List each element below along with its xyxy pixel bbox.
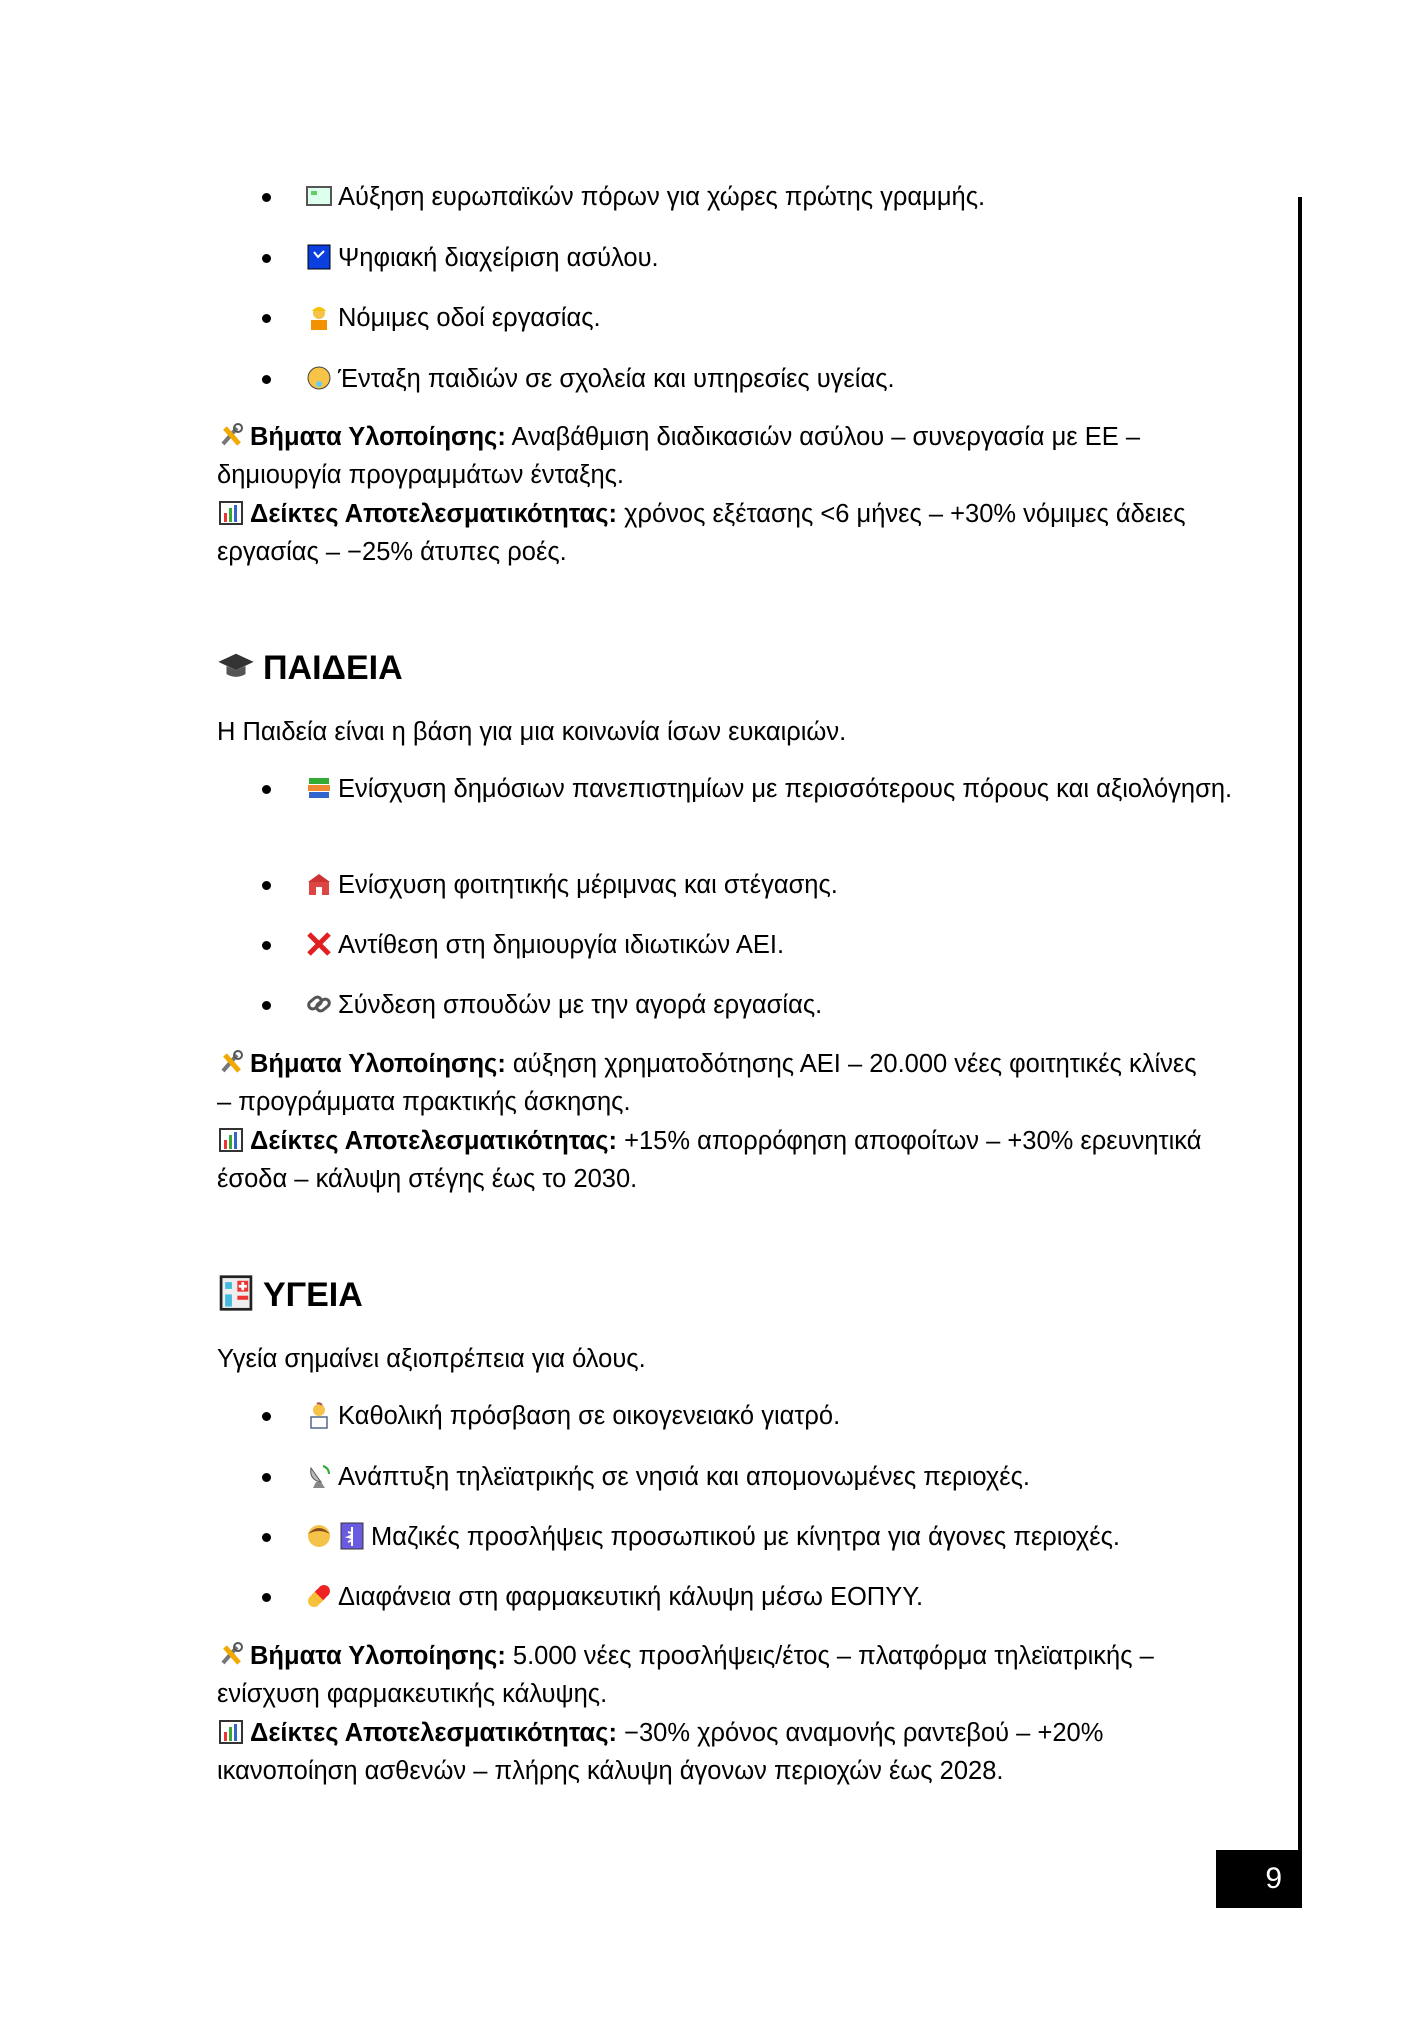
bullet-text: Σύνδεση σπουδών με την αγορά εργασίας.	[338, 991, 823, 1019]
bullet	[262, 193, 271, 202]
implementation-steps: Βήματα Υλοποίησης: 5.000 νέες προσλήψεις…	[217, 1637, 1202, 1713]
list-item: Σύνδεση σπουδών με την αγορά εργασίας.	[258, 986, 1240, 1024]
tools-icon	[217, 422, 245, 450]
bullet-text: Ψηφιακή διαχείριση ασύλου.	[338, 244, 659, 272]
satellite-antenna-icon	[305, 1462, 333, 1490]
list-item: Ενίσχυση φοιτητικής μέριμνας και στέγαση…	[258, 866, 1240, 904]
bullet-text: Μαζικές προσλήψεις προσωπικού με κίνητρα…	[371, 1523, 1121, 1551]
medical-symbol-icon	[338, 1522, 366, 1550]
bullet	[262, 1412, 271, 1421]
worker-icon	[305, 303, 333, 331]
bullet-text: Ενίσχυση φοιτητικής μέριμνας και στέγαση…	[338, 871, 838, 899]
bullet	[262, 1473, 271, 1482]
implementation-steps: Βήματα Υλοποίησης: αύξηση χρηματοδότησης…	[217, 1045, 1202, 1121]
indicators-label: Δείκτες Αποτελεσματικότητας:	[250, 1719, 617, 1747]
steps-label: Βήματα Υλοποίησης:	[250, 1642, 506, 1670]
bullet	[262, 1593, 271, 1602]
tools-icon	[217, 1049, 245, 1077]
bullet	[262, 1001, 271, 1010]
bullet-text: Νόμιμες οδοί εργασίας.	[338, 304, 601, 332]
bullet	[262, 785, 271, 794]
indicators-text: −30% χρόνος αναμονής ραντεβού – +20% ικα…	[217, 1719, 1104, 1785]
bar-chart-icon	[217, 1126, 245, 1154]
list-item: Ένταξη παιδιών σε σχολεία και υπηρεσίες …	[258, 360, 1240, 398]
steps-label: Βήματα Υλοποίησης:	[250, 423, 506, 451]
pill-icon	[305, 1582, 333, 1610]
list-item: Νόμιμες οδοί εργασίας.	[258, 299, 1240, 337]
steps-label: Βήματα Υλοποίησης:	[250, 1050, 506, 1078]
list-item: Ανάπτυξη τηλεϊατρικής σε νησιά και απομο…	[258, 1458, 1240, 1496]
bullet-text: Αύξηση ευρωπαϊκών πόρων για χώρες πρώτης…	[338, 183, 986, 211]
bullet	[262, 254, 271, 263]
steps-text: αύξηση χρηματοδότησης ΑΕΙ – 20.000 νέες …	[217, 1050, 1197, 1116]
indicators-label: Δείκτες Αποτελεσματικότητας:	[250, 1127, 617, 1155]
bullet-text: Καθολική πρόσβαση σε οικογενειακό γιατρό…	[338, 1402, 841, 1430]
bullet	[262, 881, 271, 890]
digital-passport-icon	[305, 243, 333, 271]
boy-icon	[305, 1522, 333, 1550]
section-title-education: ΠΑΙΔΕΙΑ	[217, 646, 403, 690]
map-icon	[305, 182, 333, 210]
list-item: Ενίσχυση δημόσιων πανεπιστημίων με περισ…	[258, 770, 1240, 808]
steps-text: 5.000 νέες προσλήψεις/έτος – πλατφόρμα τ…	[217, 1642, 1154, 1708]
bullet-text: Ενίσχυση δημόσιων πανεπιστημίων με περισ…	[338, 775, 1233, 803]
tools-icon	[217, 1641, 245, 1669]
school-icon	[305, 870, 333, 898]
effectiveness-indicators: Δείκτες Αποτελεσματικότητας: χρόνος εξέτ…	[217, 495, 1202, 571]
page-border-line	[1298, 197, 1302, 1908]
indicators-text: χρόνος εξέτασης <6 μήνες – +30% νόμιμες …	[217, 500, 1186, 566]
section-title-health: ΥΓΕΙΑ	[217, 1273, 363, 1317]
bullet-text: Διαφάνεια στη φαρμακευτική κάλυψη μέσω Ε…	[338, 1583, 924, 1611]
graduation-cap-icon	[217, 647, 255, 685]
hospital-icon	[217, 1274, 255, 1312]
steps-text: Αναβάθμιση διαδικασιών ασύλου – συνεργασ…	[217, 423, 1141, 489]
bar-chart-icon	[217, 1718, 245, 1746]
books-icon	[305, 774, 333, 802]
list-item: Αντίθεση στη δημιουργία ιδιωτικών ΑΕΙ.	[258, 926, 1240, 964]
page-number-box: 9	[1216, 1850, 1302, 1908]
bullet	[262, 1533, 271, 1542]
bar-chart-icon	[217, 499, 245, 527]
page-number: 9	[1265, 1862, 1282, 1895]
list-item: Διαφάνεια στη φαρμακευτική κάλυψη μέσω Ε…	[258, 1578, 1240, 1616]
list-item: Καθολική πρόσβαση σε οικογενειακό γιατρό…	[258, 1397, 1240, 1435]
effectiveness-indicators: Δείκτες Αποτελεσματικότητας: +15% απορρό…	[217, 1122, 1202, 1198]
indicators-text: +15% απορρόφηση αποφοίτων – +30% ερευνητ…	[217, 1127, 1202, 1193]
cross-mark-icon	[305, 930, 333, 958]
list-item: Ψηφιακή διαχείριση ασύλου.	[258, 239, 1240, 277]
effectiveness-indicators: Δείκτες Αποτελεσματικότητας: −30% χρόνος…	[217, 1714, 1202, 1790]
indicators-label: Δείκτες Αποτελεσματικότητας:	[250, 500, 617, 528]
baby-icon	[305, 364, 333, 392]
section-intro: Υγεία σημαίνει αξιοπρέπεια για όλους.	[217, 1345, 646, 1373]
doctor-icon	[305, 1401, 333, 1429]
bullet-text: Ανάπτυξη τηλεϊατρικής σε νησιά και απομο…	[338, 1463, 1030, 1491]
bullet	[262, 941, 271, 950]
bullet-text: Ένταξη παιδιών σε σχολεία και υπηρεσίες …	[338, 365, 895, 393]
list-item: Αύξηση ευρωπαϊκών πόρων για χώρες πρώτης…	[258, 178, 1240, 216]
bullet	[262, 314, 271, 323]
link-icon	[305, 990, 333, 1018]
section-intro: Η Παιδεία είναι η βάση για μια κοινωνία …	[217, 718, 847, 746]
list-item: Μαζικές προσλήψεις προσωπικού με κίνητρα…	[258, 1518, 1240, 1556]
bullet-text: Αντίθεση στη δημιουργία ιδιωτικών ΑΕΙ.	[338, 931, 785, 959]
bullet	[262, 375, 271, 384]
implementation-steps: Βήματα Υλοποίησης: Αναβάθμιση διαδικασιώ…	[217, 418, 1202, 494]
